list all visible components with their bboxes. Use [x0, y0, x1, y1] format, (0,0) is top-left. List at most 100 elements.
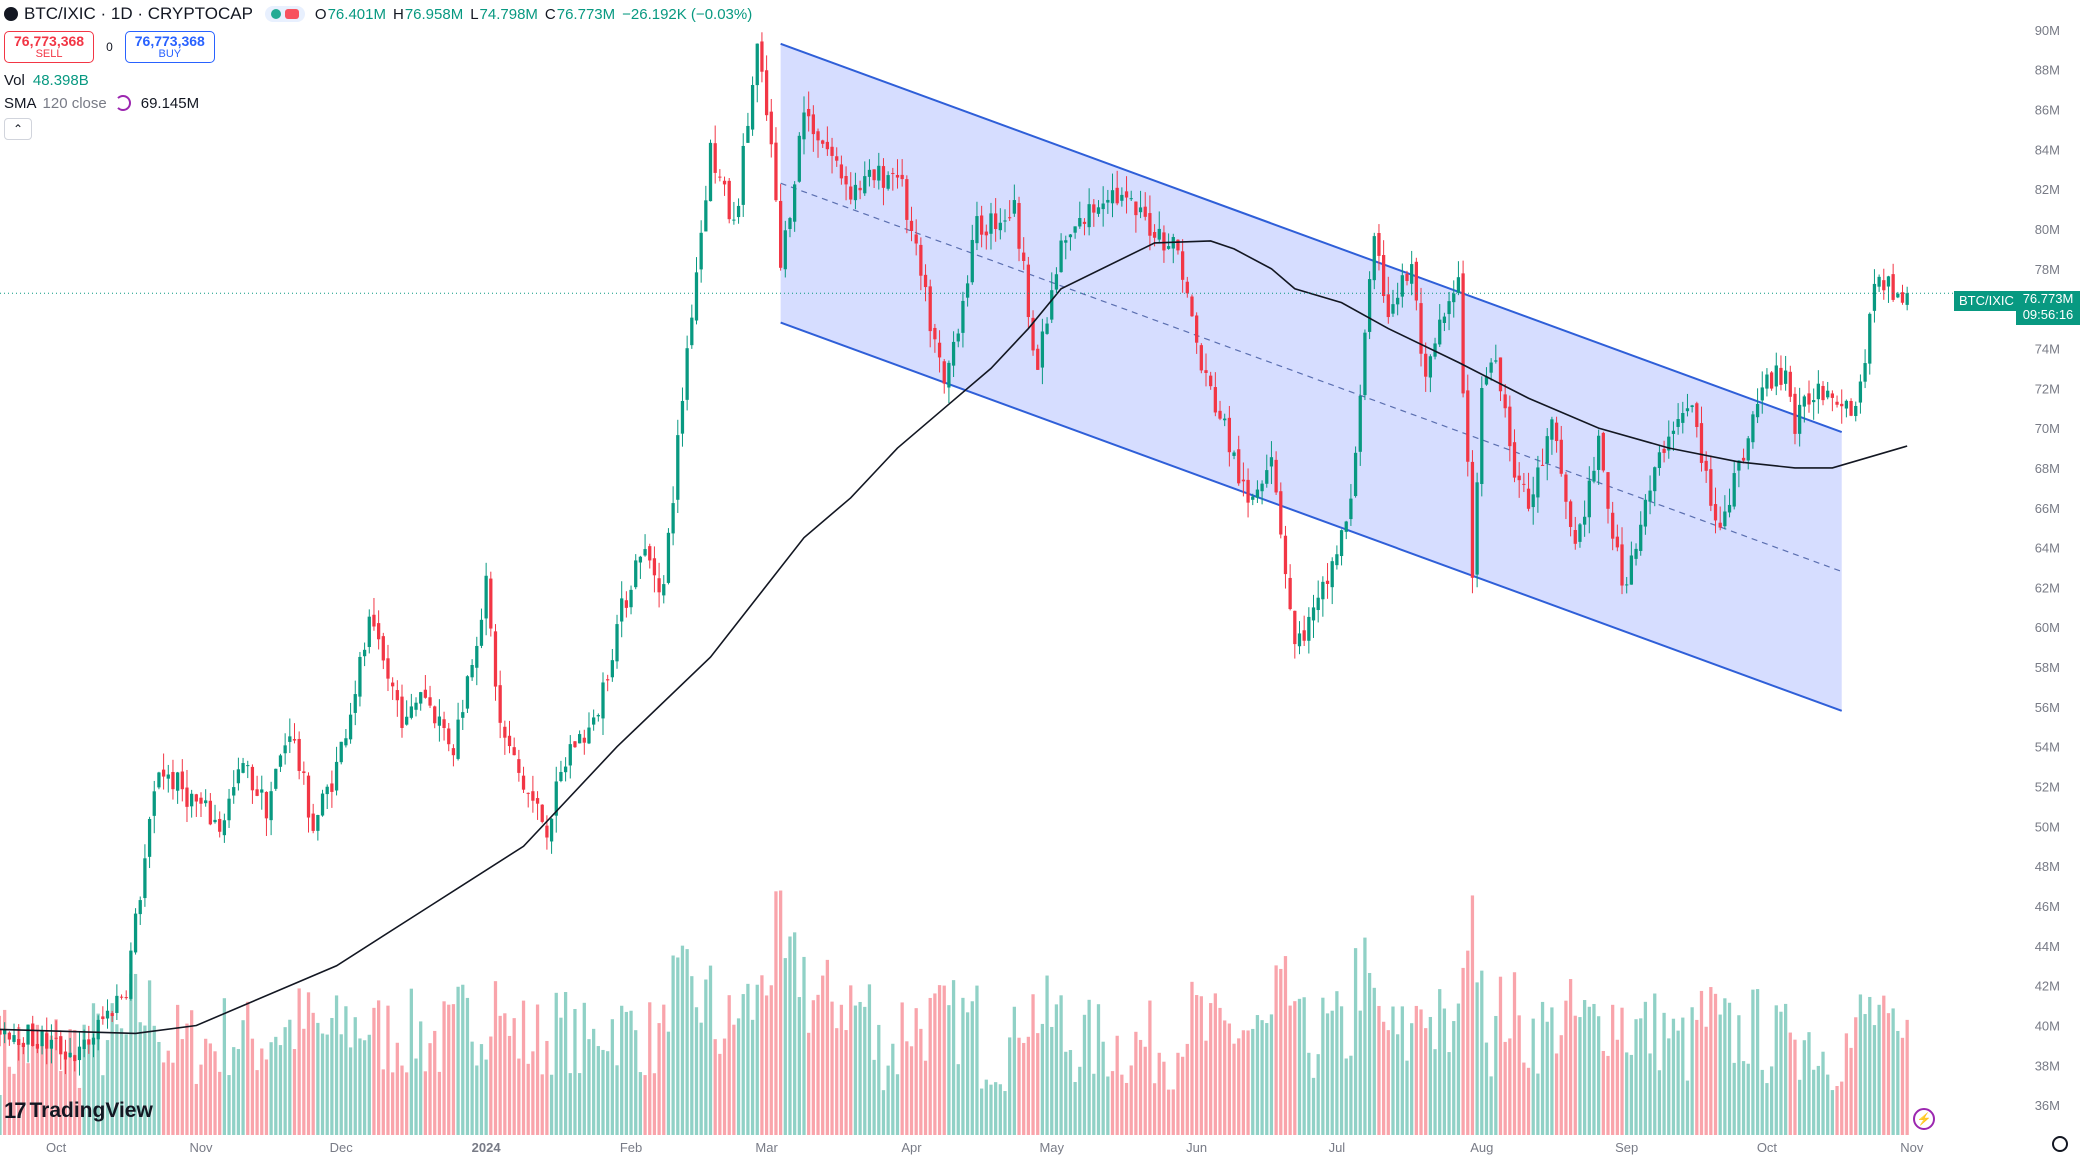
volume-bar: [1321, 997, 1325, 1135]
volume-bar: [1639, 1018, 1643, 1135]
candle-body: [975, 216, 979, 244]
candle-body: [503, 726, 507, 738]
candle-body: [727, 180, 731, 220]
volume-bar: [975, 985, 979, 1135]
candle-body: [1386, 294, 1390, 318]
volume-bar: [699, 1022, 703, 1135]
volume-bar: [844, 1030, 848, 1135]
candle-body: [54, 1037, 58, 1039]
candle: [1003, 209, 1007, 233]
candle-body: [657, 578, 661, 593]
candle: [157, 771, 161, 790]
candle: [372, 597, 376, 631]
volume-bar: [1592, 1003, 1596, 1135]
volume-legend[interactable]: Vol 48.398B: [4, 70, 89, 90]
volume-bar: [928, 997, 932, 1135]
volume-bar: [1891, 1008, 1895, 1135]
candle: [1279, 482, 1283, 539]
volume-bar: [260, 1048, 264, 1135]
volume-bar: [1531, 1018, 1535, 1135]
candle: [760, 32, 764, 83]
volume-bar: [447, 1004, 451, 1135]
candle: [1078, 201, 1082, 229]
settings-gear-icon[interactable]: [2052, 1136, 2068, 1152]
volume-bar: [1218, 1007, 1222, 1135]
candle-body: [1143, 206, 1147, 217]
candle-body: [35, 1043, 40, 1049]
candle-body: [760, 41, 764, 72]
volume-bar: [1648, 1053, 1652, 1135]
volume-bar: [1699, 990, 1704, 1135]
volume-bar: [1251, 1028, 1255, 1135]
candle-body: [1653, 467, 1657, 492]
candle: [1681, 401, 1685, 434]
volume-bar: [1120, 1074, 1124, 1135]
candle: [1503, 384, 1507, 418]
volume-bar: [199, 1064, 203, 1135]
candle-body: [129, 950, 133, 999]
candle: [143, 844, 147, 907]
candle: [507, 720, 512, 754]
volume-bar: [1279, 968, 1283, 1135]
volume-bar: [685, 949, 689, 1135]
buy-button[interactable]: 76,773,368 BUY: [124, 31, 215, 63]
candle: [835, 147, 839, 167]
volume-bar: [185, 1023, 189, 1135]
lightning-icon[interactable]: ⚡: [1913, 1108, 1935, 1130]
candle-body: [1442, 316, 1447, 323]
candle: [1059, 233, 1063, 273]
volume-bar: [152, 1025, 156, 1135]
symbol-logo-icon: [4, 7, 18, 21]
candle: [1143, 192, 1147, 221]
volume-bar: [498, 1015, 502, 1135]
volume-bar: [227, 1075, 231, 1135]
candle-body: [269, 791, 273, 821]
volume-bar: [101, 1075, 105, 1135]
candle-body: [1325, 580, 1330, 584]
chart-title[interactable]: BTC/IXIC · 1D · CRYPTOCAP: [24, 4, 253, 23]
sma-legend[interactable]: SMA 120 close 69.145M: [4, 93, 199, 113]
candle: [797, 132, 801, 183]
candle-body: [381, 636, 385, 661]
volume-bar: [143, 1025, 147, 1135]
volume-bar: [1685, 1080, 1690, 1135]
volume-bar: [1410, 1023, 1414, 1135]
candle-body: [1363, 332, 1367, 396]
volume-bar: [1690, 1007, 1694, 1135]
candle: [676, 419, 680, 514]
volume-bar: [479, 1044, 484, 1135]
volume-bar: [849, 985, 853, 1135]
candle: [54, 1020, 58, 1051]
volume-bar: [657, 1023, 661, 1135]
candle: [1592, 456, 1596, 484]
candle-body: [1400, 275, 1404, 297]
candle-body: [835, 156, 839, 161]
candle-body: [493, 631, 498, 687]
volume-bar: [73, 1029, 77, 1135]
tradingview-logo[interactable]: 17 TradingView: [4, 1098, 153, 1124]
volume-bar: [1045, 975, 1049, 1135]
volume-bar: [1629, 1054, 1634, 1135]
close-label: C: [544, 5, 556, 23]
candle-body: [1760, 387, 1764, 401]
sell-button[interactable]: 76,773,368 SELL: [4, 31, 95, 63]
candle: [21, 1037, 26, 1055]
volume-bar: [316, 1022, 320, 1135]
y-axis-tick-label: 56M: [2035, 700, 2060, 715]
symbol-status-pill[interactable]: [264, 6, 305, 22]
candle-body: [1606, 472, 1610, 509]
volume-bar: [358, 1038, 362, 1135]
volume-bar: [1723, 998, 1727, 1135]
collapse-legend-button[interactable]: ⌃: [4, 118, 32, 140]
candle: [152, 780, 156, 834]
volume-bar: [1078, 1066, 1082, 1135]
volume-bar: [951, 980, 956, 1135]
close-value: 76.773M: [556, 5, 616, 23]
candle-body: [1410, 264, 1414, 284]
channel-mid-line: [780, 182, 1842, 573]
volume-bar: [362, 1040, 367, 1135]
candle: [68, 1037, 72, 1058]
volume-bar: [1396, 1034, 1400, 1135]
candle-body: [965, 283, 970, 298]
